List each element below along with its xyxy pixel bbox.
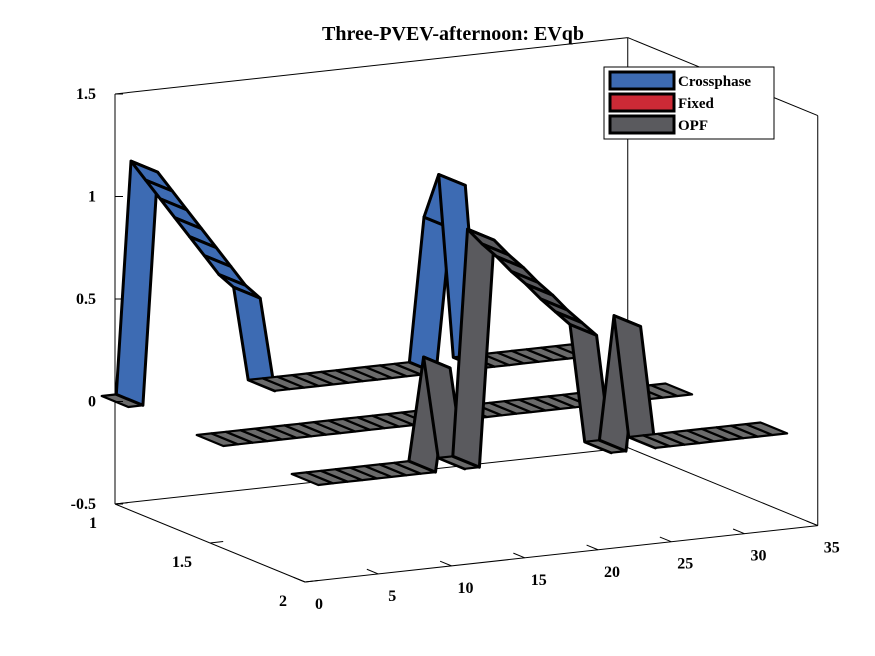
axes-box-edge [627,447,818,527]
y-tick-label: 2 [279,593,287,610]
x-tick-label: 15 [531,572,547,589]
y-tick [304,580,319,583]
z-tick-label: 1.5 [76,86,96,103]
axis-line [304,525,818,583]
chart-title: Three-PVEV-afternoon: EVqb [322,23,584,45]
x-tick [732,528,745,535]
legend-item-crossphase: Crossphase [608,70,751,91]
ribbon-segment [744,421,789,437]
legend-label: OPF [678,118,708,134]
x-tick-label: 5 [388,588,396,605]
y-tick-label: 1 [89,515,97,532]
x-tick-label: 25 [677,556,693,573]
x-tick [586,544,599,551]
plot-area [100,159,789,487]
x-tick [659,536,672,543]
legend-swatch [608,92,676,113]
ribbon-segment [232,285,277,393]
z-tick-label: 1 [88,189,96,206]
z-tick-label: 0.5 [76,291,96,308]
axes-box-edge [114,37,628,95]
x-tick [806,520,818,527]
x-tick-label: 10 [458,580,474,597]
x-tick-label: 0 [315,596,323,613]
axis-ticks: 0 5 10 15 20 25 30 35 1 1.5 2 1.5 1 0.5 0 -0.5 [71,86,840,613]
x-tick-label: 20 [604,564,620,581]
x-tick [513,552,525,559]
series-crossphase [100,159,599,409]
x-tick [366,568,379,575]
legend-swatch [608,114,676,135]
legend-label: Crossphase [678,74,751,90]
legend: Crossphase Fixed OPF [603,66,775,140]
series-opf [290,227,789,487]
axes-box-front [114,503,818,583]
legend-item-fixed: Fixed [608,92,714,113]
z-tick-label: -0.5 [71,496,96,513]
z-tick-label: 0 [88,394,96,411]
legend-swatch [608,70,676,91]
x-tick-label: 35 [824,540,840,557]
legend-label: Fixed [678,96,714,112]
y-tick-label: 1.5 [172,554,192,571]
y-tick [209,541,224,544]
x-tick [439,560,452,567]
ribbon-segment [114,159,160,407]
legend-item-opf: OPF [608,114,708,135]
ribbon-segment [649,382,694,398]
x-tick-label: 30 [751,548,767,565]
x-tick [293,576,306,583]
